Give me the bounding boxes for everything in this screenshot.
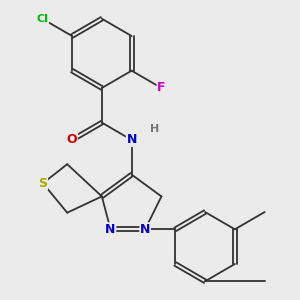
Text: H: H — [150, 124, 159, 134]
Text: S: S — [38, 177, 47, 190]
Text: O: O — [67, 134, 77, 146]
Text: Cl: Cl — [36, 14, 48, 24]
Text: N: N — [105, 223, 116, 236]
Text: F: F — [157, 82, 166, 94]
Text: N: N — [140, 223, 150, 236]
Text: N: N — [127, 134, 137, 146]
